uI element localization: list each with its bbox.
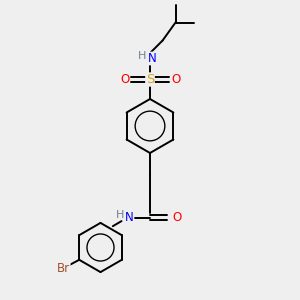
Text: O: O (120, 73, 129, 86)
Text: H: H (116, 209, 124, 220)
Text: H: H (137, 51, 146, 61)
Text: N: N (125, 211, 134, 224)
Text: N: N (148, 52, 157, 65)
Text: O: O (171, 73, 180, 86)
Text: Br: Br (57, 262, 70, 275)
Text: O: O (172, 211, 182, 224)
Text: S: S (146, 73, 154, 86)
